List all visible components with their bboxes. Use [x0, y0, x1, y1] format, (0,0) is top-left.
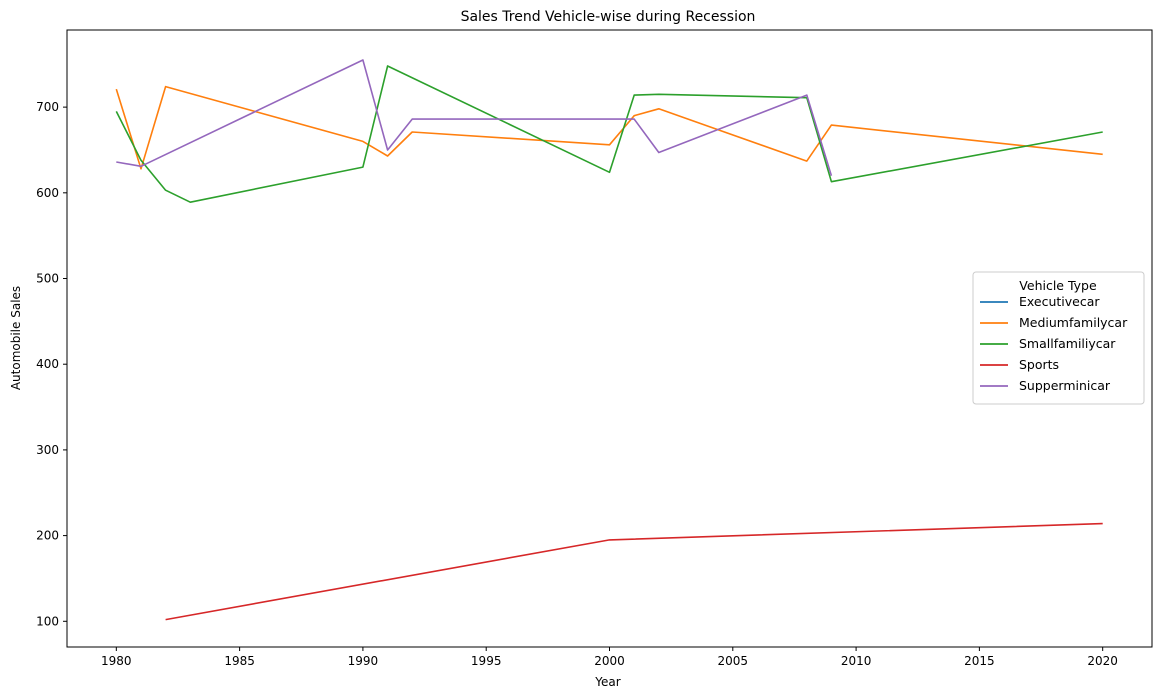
y-tick-label: 500 — [36, 272, 59, 286]
legend-label: Sports — [1019, 357, 1059, 372]
x-tick-label: 1985 — [224, 654, 255, 668]
series-line-supperminicar — [116, 59, 833, 176]
x-tick-label: 1995 — [471, 654, 502, 668]
x-tick-label: 2005 — [718, 654, 749, 668]
x-tick-label: 2015 — [964, 654, 995, 668]
y-tick-label: 200 — [36, 529, 59, 543]
y-tick-label: 700 — [36, 100, 59, 114]
y-tick-label: 300 — [36, 443, 59, 457]
y-tick-label: 100 — [36, 614, 59, 628]
series-line-mediumfamilycar — [115, 85, 1103, 170]
series-lines — [115, 59, 1103, 621]
plot-area — [66, 29, 1153, 648]
legend-title: Vehicle Type — [1019, 278, 1097, 293]
y-tick-label: 600 — [36, 186, 59, 200]
x-tick-label: 2010 — [841, 654, 872, 668]
series-line-sports — [165, 522, 1103, 621]
x-axis-title: Year — [594, 675, 620, 689]
legend-label: Executivecar — [1019, 294, 1100, 309]
x-axis: 1980 1985 1990 1995 2000 2005 2010 2015 2020 — [101, 647, 1118, 668]
x-tick-label: 1990 — [348, 654, 379, 668]
legend: Vehicle Type Executivecar Mediumfamilycar… — [972, 271, 1145, 405]
legend-label: Supperminicar — [1019, 378, 1111, 393]
chart-title: Sales Trend Vehicle-wise during Recessio… — [461, 9, 756, 25]
legend-label: Mediumfamilycar — [1019, 315, 1128, 330]
x-tick-label: 1980 — [101, 654, 132, 668]
x-tick-label: 2000 — [594, 654, 625, 668]
y-tick-label: 400 — [36, 357, 59, 371]
y-axis-title: Automobile Sales — [9, 286, 23, 390]
legend-box — [972, 271, 1145, 405]
x-tick-label: 2020 — [1087, 654, 1118, 668]
y-axis: 100 200 300 400 500 600 700 — [36, 100, 67, 628]
legend-label: Smallfamiliycar — [1019, 336, 1116, 351]
